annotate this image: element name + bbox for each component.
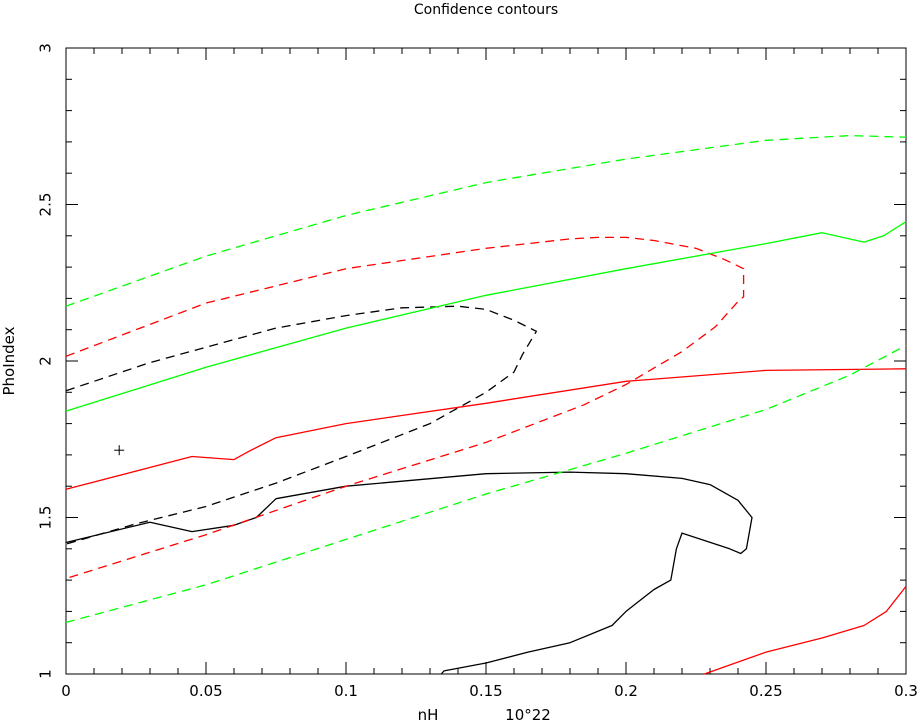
y-tick-label: 1.5: [37, 506, 55, 530]
x-tick-label: 0.15: [469, 682, 502, 700]
y-tick-label: 2: [37, 356, 55, 366]
contour-line-5: [65, 236, 745, 580]
axis-ticks: 0 0.05 0.1 0.15 0.2 0.25 0.3 1 1.5 2 2.5 3: [37, 43, 918, 700]
y-tick-label: 2.5: [37, 193, 55, 217]
x-tick-label: 0.05: [189, 682, 222, 700]
chart-title: Confidence contours: [414, 2, 558, 18]
x-tick-label: 0.2: [614, 682, 638, 700]
x-tick-label: 0.3: [894, 682, 918, 700]
x-axis-label-name: nH: [418, 706, 439, 724]
contour-series: [65, 134, 907, 675]
plot-frame: [65, 47, 907, 675]
contour-line-3: [65, 368, 907, 490]
x-tick-label: 0.1: [334, 682, 358, 700]
best-fit-marker: [114, 445, 125, 456]
y-tick-label: 1: [37, 669, 55, 679]
x-axis-label-unit: 10°22: [505, 706, 551, 724]
x-tick-label: 0: [61, 682, 71, 700]
contour-line-7: [65, 134, 907, 307]
y-axis-label: PhoIndex: [0, 326, 18, 395]
contour-line-2: [65, 305, 538, 545]
y-tick-label: 3: [37, 43, 55, 53]
contour-line-6: [65, 221, 907, 412]
contour-line-1: [65, 471, 753, 675]
x-tick-label: 0.25: [749, 682, 782, 700]
contour-line-4: [704, 585, 907, 675]
contour-line-8: [65, 344, 907, 624]
